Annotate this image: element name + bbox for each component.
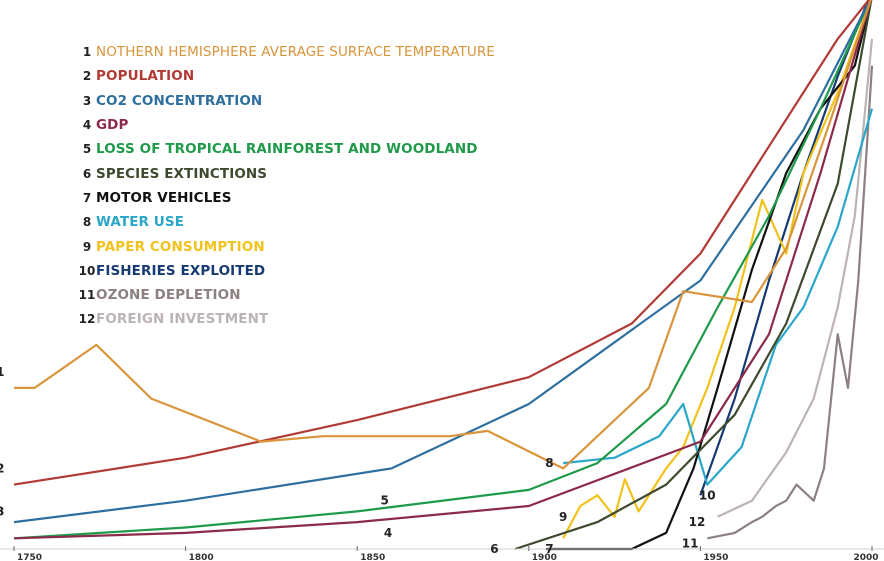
legend-label: OZONE DEPLETION [96, 287, 241, 304]
legend-label: SPECIES EXTINCTIONS [96, 165, 268, 182]
x-tick-label-2000: 2000 [853, 553, 878, 561]
x-axis: 1750 1800 1850 1900 1950 2000 [0, 546, 884, 561]
series-line-5 [13, 0, 872, 540]
line-label-9: 9 [559, 510, 567, 524]
legend-number: 8 [82, 215, 92, 230]
line-label-11: 11 [682, 537, 699, 551]
legend-number: 6 [82, 166, 92, 181]
x-tick-label-1900: 1900 [532, 553, 557, 561]
series-line-11 [707, 65, 874, 540]
legend-item-4: 4 GDP [78, 113, 495, 137]
legend: 1 NOTHERN HEMISPHERE AVERAGE SURFACE TEMP… [78, 40, 495, 332]
series-line-6 [514, 0, 873, 551]
series-line-3 [13, 0, 872, 524]
legend-item-6: 6 SPECIES EXTINCTIONS [78, 161, 495, 185]
legend-label: CO2 CONCENTRATION [96, 92, 263, 109]
series-line-1 [14, 0, 872, 470]
legend-label: PAPER CONSUMPTION [96, 238, 265, 255]
legend-number: 4 [82, 118, 92, 133]
legend-item-5: 5 LOSS OF TROPICAL RAINFOREST AND WOODLAN… [78, 137, 495, 161]
series-line-7 [546, 0, 873, 551]
series-line-8 [562, 108, 874, 486]
legend-label: MOTOR VEHICLES [96, 189, 232, 206]
legend-number: 3 [82, 93, 92, 108]
line-label-8: 8 [545, 456, 553, 470]
x-tick-label-1850: 1850 [360, 553, 385, 561]
legend-item-11: 11 OZONE DEPLETION [78, 283, 495, 307]
series-line-2 [13, 0, 871, 486]
legend-number: 5 [82, 142, 92, 157]
line-label-10: 10 [699, 488, 716, 502]
line-label-6: 6 [490, 542, 498, 556]
series-lines [13, 0, 874, 551]
series-line-4 [13, 0, 872, 540]
line-label-4: 4 [384, 526, 392, 540]
legend-number: 11 [78, 288, 96, 303]
legend-label: POPULATION [96, 68, 195, 85]
legend-number: 2 [82, 69, 92, 84]
legend-label: WATER USE [96, 214, 185, 231]
legend-number: 9 [82, 239, 92, 254]
line-label-3: 3 [0, 504, 4, 518]
line-label-1: 1 [0, 365, 4, 379]
legend-number: 1 [82, 45, 92, 60]
legend-item-12: 12 FOREIGN INVESTMENT [78, 307, 495, 331]
x-tick-label-1800: 1800 [189, 553, 214, 561]
legend-item-2: 2 POPULATION [78, 64, 495, 88]
legend-item-9: 9 PAPER CONSUMPTION [78, 234, 495, 258]
legend-item-10: 10 FISHERIES EXPLOITED [78, 259, 495, 283]
line-label-7: 7 [545, 542, 553, 556]
legend-label: FISHERIES EXPLOITED [96, 262, 266, 279]
legend-number: 10 [78, 263, 96, 278]
series-line-10 [699, 0, 870, 496]
legend-label: NOTHERN HEMISPHERE AVERAGE SURFACE TEMPE… [96, 44, 495, 61]
line-label-5: 5 [380, 494, 388, 508]
series-line-12 [717, 38, 874, 518]
legend-item-8: 8 WATER USE [78, 210, 495, 234]
x-tick-label-1750: 1750 [17, 553, 42, 561]
legend-label: LOSS OF TROPICAL RAINFOREST AND WOODLAND [96, 141, 478, 158]
legend-item-1: 1 NOTHERN HEMISPHERE AVERAGE SURFACE TEMP… [78, 40, 495, 64]
legend-item-7: 7 MOTOR VEHICLES [78, 186, 495, 210]
legend-number: 12 [78, 312, 96, 327]
line-label-12: 12 [689, 515, 706, 529]
line-label-2: 2 [0, 461, 4, 475]
legend-label: GDP [96, 117, 129, 134]
x-tick-label-1950: 1950 [703, 553, 728, 561]
legend-label: FOREIGN INVESTMENT [96, 311, 269, 328]
legend-number: 7 [82, 190, 92, 205]
legend-item-3: 3 CO2 CONCENTRATION [78, 89, 495, 113]
